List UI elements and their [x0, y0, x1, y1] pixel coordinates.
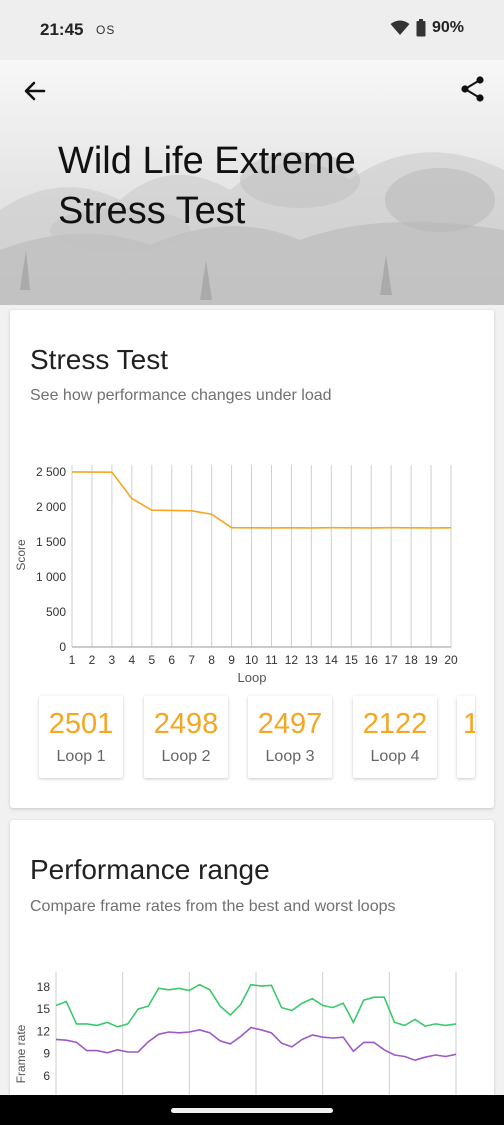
y-tick-label: 1 500	[36, 535, 66, 549]
x-tick-label: 20	[444, 653, 458, 667]
loop-score: 2497	[257, 708, 323, 740]
x-tick-label: 13	[305, 653, 319, 667]
status-icons: 90%	[390, 19, 464, 37]
x-tick-label: 15	[345, 653, 359, 667]
x-tick-label: 1	[69, 653, 76, 667]
loop-score-partial: 1	[463, 708, 475, 740]
y-tick-label: 2 000	[36, 500, 66, 514]
worst-loop-line	[55, 1026, 457, 1062]
stress-test-card: Stress Test See how performance changes …	[10, 310, 494, 808]
stress-test-subtitle: See how performance changes under load	[30, 387, 332, 404]
y-tick-label: 500	[46, 605, 66, 619]
wifi-icon	[390, 20, 410, 35]
x-tick-label: 5	[148, 653, 155, 667]
status-os-label: OS	[96, 23, 116, 37]
loop-tile[interactable]: 2497 Loop 3	[248, 696, 332, 778]
loop-score: 2498	[153, 708, 219, 740]
loop-label: Loop 3	[265, 748, 315, 765]
status-bar: 21:45 OS 90%	[0, 0, 504, 60]
loop-score: 2122	[362, 708, 428, 740]
y-axis-label: Score	[14, 539, 28, 571]
loop-tile[interactable]: 2501 Loop 1	[39, 696, 123, 778]
loop-tile[interactable]: 2122 Loop 4	[353, 696, 437, 778]
share-button[interactable]	[458, 74, 488, 104]
loop-label: Loop 1	[56, 748, 106, 765]
loop-label: Loop 4	[370, 748, 420, 765]
loop-score: 2501	[48, 708, 114, 740]
y-tick-label: 15	[37, 1002, 51, 1016]
performance-range-subtitle: Compare frame rates from the best and wo…	[30, 898, 396, 915]
y-axis-label: Frame rate	[14, 1024, 28, 1083]
x-tick-label: 2	[89, 653, 96, 667]
loop-tile[interactable]: 2498 Loop 2	[144, 696, 228, 778]
y-tick-label: 1 000	[36, 570, 66, 584]
hero-artwork	[0, 152, 504, 305]
score-line	[71, 471, 452, 529]
x-tick-label: 18	[404, 653, 418, 667]
y-tick-label: 0	[59, 640, 66, 654]
back-button[interactable]	[20, 76, 50, 106]
y-tick-label: 18	[37, 980, 51, 994]
y-tick-label: 12	[37, 1024, 51, 1038]
x-tick-label: 9	[228, 653, 235, 667]
best-loop-line	[55, 983, 457, 1028]
x-tick-label: 11	[265, 653, 278, 667]
navigation-bar	[0, 1095, 504, 1125]
x-tick-label: 7	[188, 653, 195, 667]
x-tick-label: 10	[245, 653, 259, 667]
x-tick-label: 19	[424, 653, 438, 667]
loop-label: Loop 2	[161, 748, 211, 765]
x-tick-label: 14	[325, 653, 339, 667]
performance-range-card: Performance range Compare frame rates fr…	[10, 820, 494, 1120]
hero-header: Wild Life Extreme Stress Test	[0, 60, 504, 305]
battery-icon	[416, 19, 426, 37]
x-axis-label: Loop	[238, 670, 267, 685]
share-icon	[461, 76, 484, 102]
y-tick-label: 2 500	[36, 465, 66, 479]
arrow-back-icon	[24, 81, 46, 101]
x-tick-label: 3	[109, 653, 116, 667]
home-gesture-handle[interactable]	[171, 1108, 333, 1113]
frame-rate-chart: 6 9 12 15 18 Frame rate	[14, 972, 457, 1098]
x-tick-label: 12	[285, 653, 299, 667]
status-time: 21:45	[40, 20, 84, 39]
performance-range-title: Performance range	[30, 854, 270, 885]
x-tick-label: 17	[384, 653, 398, 667]
battery-percent: 90%	[431, 19, 464, 36]
y-tick-label: 9	[43, 1047, 50, 1061]
x-tick-label: 4	[128, 653, 135, 667]
x-tick-label: 8	[208, 653, 215, 667]
page-title: Wild Life Extreme Stress Test	[58, 140, 356, 232]
loop-tile-partial[interactable]: 1	[457, 696, 475, 778]
y-tick-label: 6	[43, 1069, 50, 1083]
stress-test-title: Stress Test	[30, 344, 168, 375]
x-tick-label: 16	[365, 653, 379, 667]
x-tick-label: 6	[168, 653, 175, 667]
